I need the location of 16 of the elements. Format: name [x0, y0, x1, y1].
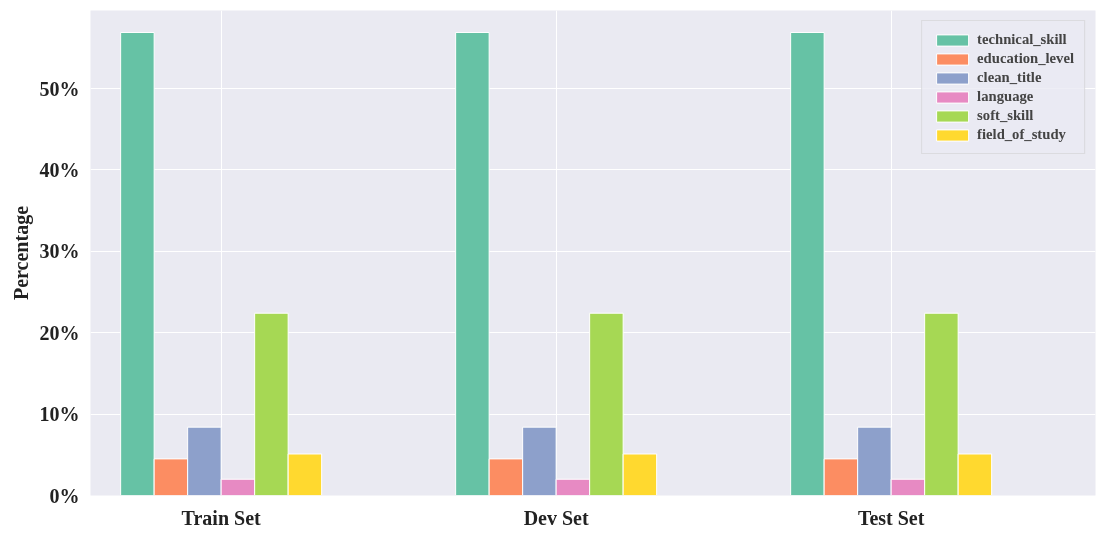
y-tick-label: 10% — [39, 403, 80, 426]
legend-label: language — [977, 88, 1034, 105]
legend-label: field_of_study — [977, 126, 1066, 143]
y-axis-title: Percentage — [9, 205, 33, 301]
x-tick-label: Train Set — [181, 506, 262, 529]
legend-label: soft_skill — [977, 107, 1034, 124]
y-tick-label: 20% — [39, 321, 80, 344]
y-tick-label: 40% — [39, 159, 80, 181]
y-tick-label: 0% — [49, 484, 80, 507]
legend-label: clean_title — [977, 69, 1042, 86]
legend-label: education_level — [977, 50, 1074, 67]
legend-label: technical_skill — [977, 31, 1067, 48]
x-tick-label: Dev Set — [523, 506, 589, 529]
x-tick-label: Test Set — [857, 506, 925, 529]
y-tick-label: 30% — [39, 240, 80, 263]
y-tick-label: 50% — [39, 77, 80, 100]
